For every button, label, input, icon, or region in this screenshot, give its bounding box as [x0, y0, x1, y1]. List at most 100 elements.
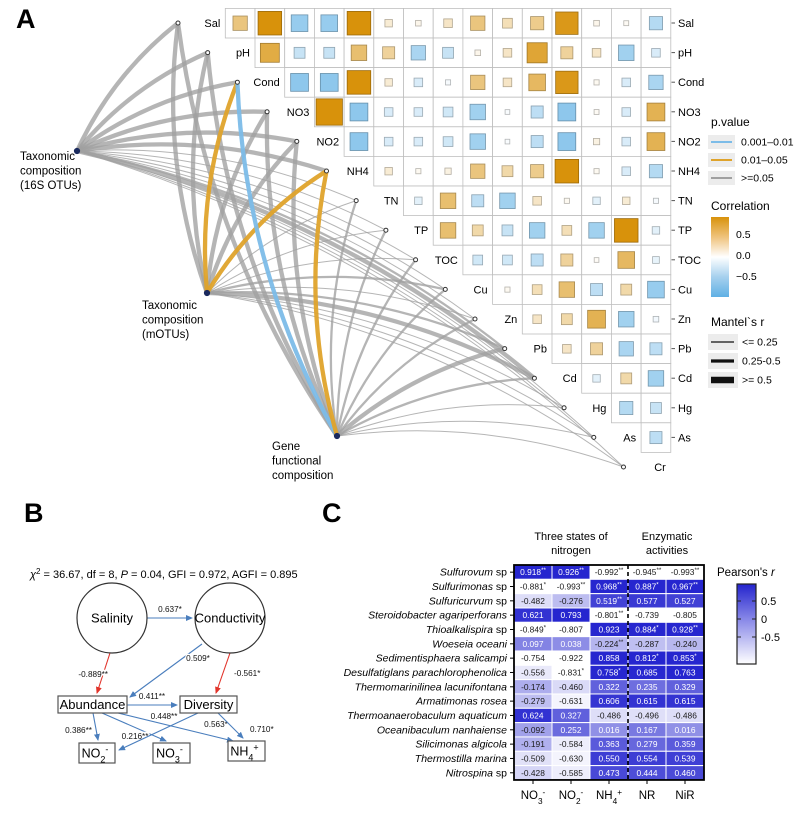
corr-square-TP-Cr [651, 226, 661, 235]
env-node-NH4 [324, 168, 329, 174]
sem-coef-Conductivity-Diversity: -0.561* [234, 669, 261, 678]
panel-b-label: B [24, 498, 44, 528]
heatmap-group-header: nitrogen [551, 545, 591, 557]
heatmap-cell-value: 0.926** [558, 567, 584, 578]
outcome-label-NO3: NO3- [156, 745, 183, 765]
mantel-edge-16S-TOC [76, 150, 417, 261]
matrix-right-label-NO2: NO2 [678, 136, 701, 148]
heatmap-group-header: Enzymatic [642, 531, 693, 543]
heatmap-cell-value: -0.428 [521, 768, 545, 778]
heatmap-cell-value: -0.881* [520, 581, 547, 592]
heatmap-cell-value: 0.363 [599, 739, 620, 749]
matrix-right-label-NO3: NO3 [678, 107, 701, 119]
correlation-tick-label: 0.5 [736, 229, 751, 241]
pvalue-legend-label: 0.001–0.01 [741, 137, 794, 149]
mantel-edge-16S-As [76, 150, 595, 438]
corr-square-Pb-As [618, 341, 634, 357]
correlation-legend-title: Correlation [711, 199, 770, 213]
sem-coef-Abundance-NO2: 0.386** [65, 726, 93, 735]
outcome-NO3 [152, 742, 191, 764]
heatmap-cell-value: -0.496 [635, 710, 659, 720]
observed-Abundance [57, 695, 128, 714]
matrix-right-label-Sal: Sal [678, 18, 694, 30]
sem-path-Diversity-NO2 [118, 712, 199, 751]
panel-c-label: C [322, 498, 342, 528]
mantel-edge-16S-NO2 [74, 130, 299, 154]
corr-square-NO2-TN [383, 136, 394, 147]
col-label: NH4+ [596, 787, 622, 805]
corr-square-TN-Cd [563, 197, 570, 204]
heatmap-cell-value: 0.967** [672, 581, 698, 592]
observed-Diversity [179, 695, 238, 714]
heatmap-cell-value: 0.097 [523, 639, 544, 649]
heatmap-cell-value: -0.739 [635, 610, 659, 620]
heatmap-cell-value: 0.928** [672, 624, 698, 635]
network-node-Gene [333, 432, 341, 440]
heatmap-cell-value: 0.016 [599, 725, 620, 735]
heatmap-cell-value: 0.322 [599, 682, 620, 692]
pvalue-legend-label: >=0.05 [741, 173, 774, 185]
sem-path-Abundance-NH4 [117, 712, 234, 743]
corr-square-NH4-Cu [470, 163, 486, 179]
heatmap-cell-value: 0.606 [599, 696, 620, 706]
env-node-As [591, 434, 597, 440]
corr-square-Cond-Pb [528, 73, 546, 92]
corr-square-NO2-Zn [504, 138, 511, 145]
corr-square-NO2-As [621, 136, 631, 147]
matrix-right-label-TN: TN [678, 196, 693, 208]
mantel-edge-mOTUs-Pb [205, 290, 506, 350]
corr-square-Sal-TN [384, 19, 393, 28]
corr-square-TN-TOC [439, 192, 457, 209]
corr-square-Hg-As [619, 400, 634, 415]
matrix-cell [432, 155, 464, 187]
mantel-edge-Gene-NH4 [313, 168, 340, 439]
matrix-right-label-Cond: Cond [678, 77, 704, 89]
sem-path-Conductivity-Diversity [215, 652, 231, 694]
corr-square-Cd-Hg [592, 374, 601, 383]
mantel-edge-mOTUs-Cu [205, 275, 447, 295]
corr-square-TN-Pb [532, 196, 542, 206]
heatmap-cell-value: -0.224** [595, 638, 624, 649]
corr-square-NH4-Cd [554, 159, 580, 184]
corr-square-Sal-Cd [555, 11, 579, 35]
heatmap-cell-value: 0.550 [599, 753, 620, 763]
corr-square-NO3-Hg [593, 109, 600, 115]
heatmap-cell-value: 0.327 [561, 710, 582, 720]
matrix-diag-label-TOC: TOC [435, 255, 458, 267]
heatmap-group-header: activities [646, 545, 689, 557]
corr-square-NO3-Cd [557, 102, 577, 122]
network-node-label-16S: (16S OTUs) [20, 180, 82, 192]
row-label-Woeseia-oceani: Woeseia oceani [432, 638, 507, 650]
corr-square-Zn-Cr [652, 315, 660, 323]
matrix-cell [640, 422, 672, 453]
sem-coef-Conductivity-Abundance: 0.509* [186, 654, 210, 663]
corr-square-Cu-Cd [558, 281, 575, 298]
heatmap-cell-value: 0.527 [675, 596, 696, 606]
row-label-Thermoanaerobaculum-aquaticum: Thermoanaerobaculum aquaticum [347, 710, 507, 722]
mantel-edge-mOTUs-Sal [170, 20, 210, 296]
matrix-right-label-Pb: Pb [678, 344, 691, 356]
corr-square-NO2-Cr [646, 132, 666, 151]
matrix-cell [492, 155, 523, 187]
corr-square-pH-TP [410, 45, 426, 61]
mantel-edge-Gene-Hg [336, 404, 565, 437]
mantel-edge-mOTUs-As [206, 292, 595, 438]
corr-square-NO3-TOC [442, 106, 454, 118]
heatmap-cell-value: 0.444 [637, 768, 658, 778]
outcome-label-NO2: NO2- [82, 745, 109, 765]
corr-square-Cu-Hg [590, 283, 603, 297]
heatmap-cell-value: 0.554 [637, 753, 658, 763]
corr-square-TN-Cu [471, 194, 485, 208]
mantel-edge-mOTUs-TOC [206, 257, 417, 294]
mantel-edge-mOTUs-NH4 [204, 168, 329, 296]
corr-square-Sal-NH4 [346, 11, 372, 36]
heatmap-cell-value: -0.585 [559, 768, 583, 778]
corr-square-Sal-NO3 [290, 14, 309, 32]
sem-path-Abundance-NO3 [101, 712, 167, 742]
sem-coef-Salinity-Abundance: -0.889** [78, 670, 108, 679]
corr-square-Sal-Cr [648, 16, 663, 31]
corr-square-Sal-Pb [530, 16, 545, 31]
matrix-diag-label-Hg: Hg [592, 403, 606, 415]
network-node-16S [73, 147, 81, 155]
heatmap-cell-value: -0.279 [521, 696, 545, 706]
